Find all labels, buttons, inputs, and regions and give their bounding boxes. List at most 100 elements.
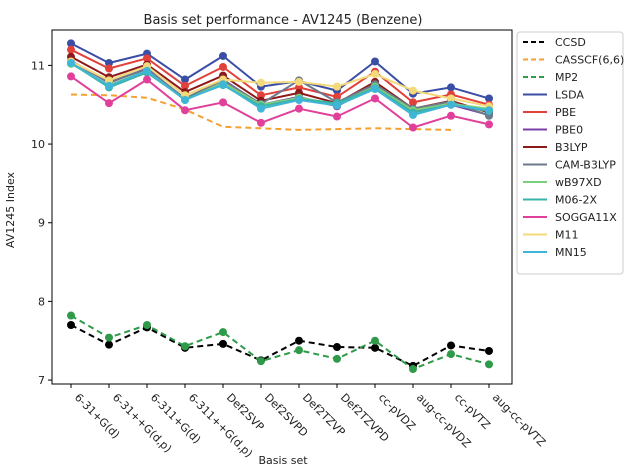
data-point xyxy=(447,94,455,103)
data-point xyxy=(409,86,417,95)
data-point xyxy=(295,336,303,345)
data-point xyxy=(181,75,189,84)
data-point xyxy=(105,64,113,73)
data-point xyxy=(409,365,417,374)
data-point xyxy=(333,354,341,363)
plot-frame xyxy=(51,29,513,385)
data-point xyxy=(295,77,303,86)
data-point xyxy=(219,51,227,60)
data-point xyxy=(257,91,265,100)
data-point xyxy=(485,106,493,115)
data-point xyxy=(295,104,303,113)
x-axis-title: Basis set xyxy=(258,454,308,467)
legend-label: SOGGA11X xyxy=(555,211,617,224)
data-point xyxy=(447,100,455,109)
data-point xyxy=(67,45,75,54)
legend-box xyxy=(516,31,624,275)
x-tick-label: aug-cc-pVTZ xyxy=(490,391,549,450)
data-point xyxy=(371,57,379,66)
data-point xyxy=(67,311,75,320)
data-point xyxy=(485,94,493,103)
data-point xyxy=(333,92,341,101)
series-line xyxy=(70,93,452,131)
data-point xyxy=(447,350,455,359)
data-point xyxy=(219,80,227,89)
series-mn15 xyxy=(67,59,493,119)
data-point xyxy=(105,333,113,342)
series-line xyxy=(70,60,490,108)
data-point xyxy=(447,111,455,120)
series-line xyxy=(70,324,490,367)
data-point xyxy=(371,94,379,103)
y-tick-label: 10 xyxy=(31,138,45,151)
data-point xyxy=(295,96,303,105)
legend-label: MP2 xyxy=(555,71,578,84)
legend-label: CCSD xyxy=(555,36,586,49)
data-point xyxy=(447,83,455,92)
legend-label: wB97XD xyxy=(555,176,602,189)
legend-label: MN15 xyxy=(555,246,587,259)
data-point xyxy=(257,104,265,113)
data-point xyxy=(181,342,189,351)
data-point xyxy=(485,120,493,129)
series-line xyxy=(70,75,490,129)
data-point xyxy=(409,123,417,132)
data-point xyxy=(181,96,189,105)
data-point xyxy=(371,85,379,93)
data-point xyxy=(67,72,75,81)
data-point xyxy=(257,118,265,127)
data-point xyxy=(371,343,379,352)
data-point xyxy=(143,66,151,75)
data-point xyxy=(295,346,303,355)
legend-label: CAM-B3LYP xyxy=(555,159,616,172)
data-point xyxy=(143,75,151,84)
data-point xyxy=(219,328,227,337)
y-tick-label: 9 xyxy=(38,217,45,230)
data-point xyxy=(257,357,265,366)
legend-label: LSDA xyxy=(555,89,584,102)
series-line xyxy=(70,314,490,371)
series-line xyxy=(70,61,490,117)
legend-label: PBE xyxy=(555,106,576,119)
series-line xyxy=(70,62,490,114)
data-point xyxy=(143,54,151,63)
data-point xyxy=(333,82,341,91)
data-point xyxy=(105,340,113,349)
chart-title: Basis set performance - AV1245 (Benzene) xyxy=(144,13,423,28)
legend: CCSD CASSCF(6,6) MP2 LSDA PBE PBE0 B3LYP CAM-B3… xyxy=(516,31,624,275)
data-point xyxy=(333,101,341,110)
data-point xyxy=(105,76,113,85)
data-point xyxy=(105,81,113,90)
series-casscf-6-6- xyxy=(70,93,452,131)
data-point xyxy=(257,78,265,87)
data-point xyxy=(143,321,151,329)
y-tick-label: 11 xyxy=(31,59,45,72)
legend-label: M11 xyxy=(555,229,579,242)
data-point xyxy=(105,99,113,108)
series-sogga11x xyxy=(67,72,493,132)
data-point xyxy=(333,112,341,121)
series-line xyxy=(70,62,490,116)
data-point xyxy=(371,70,379,79)
data-point xyxy=(371,336,379,345)
data-point xyxy=(409,98,417,107)
data-point xyxy=(333,343,341,352)
legend-label: B3LYP xyxy=(555,141,588,154)
series-mp2 xyxy=(67,311,493,374)
data-point xyxy=(485,360,493,369)
plot-area: 78910116-31+G(d)6-31++G(d,p)6-311+G(d)6-… xyxy=(31,29,549,460)
data-point xyxy=(219,62,227,71)
data-point xyxy=(295,83,303,92)
data-point xyxy=(219,98,227,107)
data-point xyxy=(447,341,455,350)
data-point xyxy=(181,106,189,115)
legend-label: PBE0 xyxy=(555,124,583,137)
legend-label: CASSCF(6,6) xyxy=(555,54,624,67)
data-point xyxy=(105,59,113,68)
data-point xyxy=(219,339,227,348)
data-point xyxy=(181,81,189,90)
data-point xyxy=(67,59,75,68)
data-point xyxy=(67,39,75,48)
y-tick-label: 8 xyxy=(38,295,45,308)
y-tick-label: 7 xyxy=(38,374,45,387)
